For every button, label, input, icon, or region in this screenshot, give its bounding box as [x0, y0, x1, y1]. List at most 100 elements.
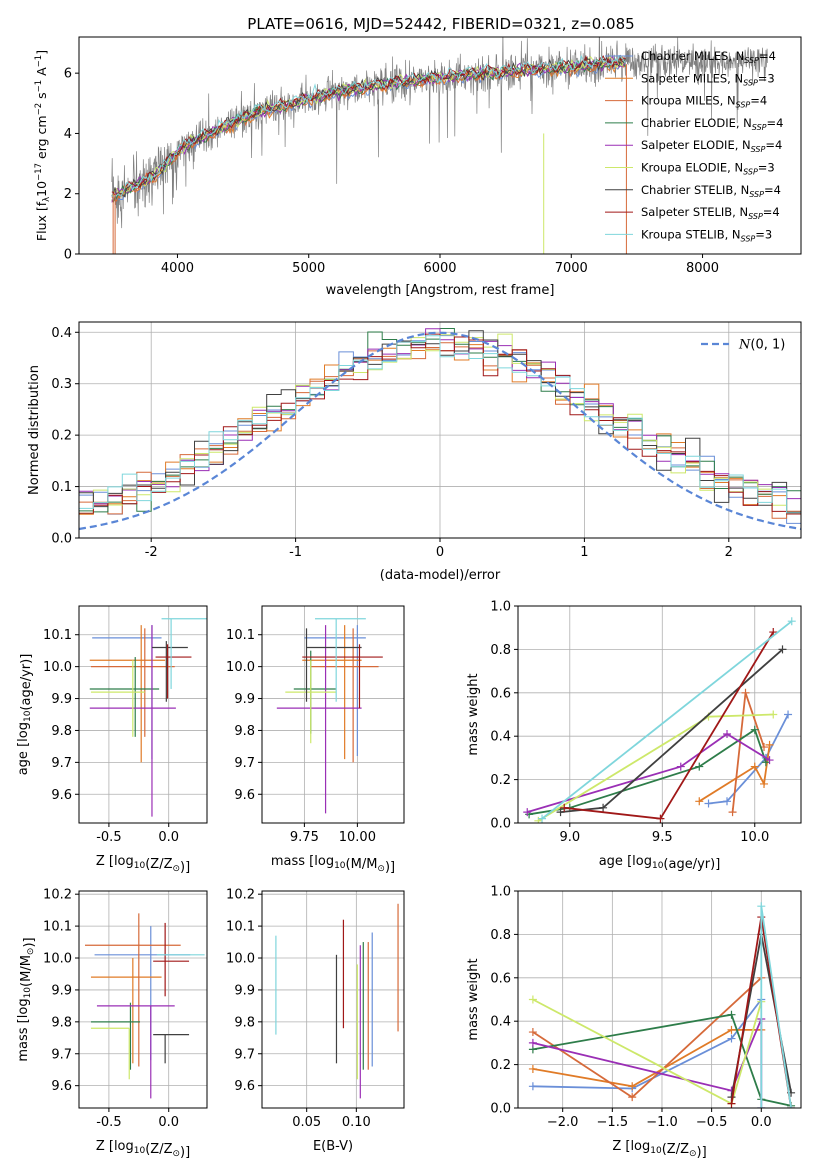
legend-entry: Salpeter ELODIE, NSSP=4: [641, 138, 782, 154]
histogram-step-line: [79, 335, 801, 514]
axes-frame: [78, 605, 208, 824]
label-part: (Z/Z: [145, 1142, 172, 1157]
series-point-marker: [704, 799, 713, 808]
series-point-marker: [727, 1099, 736, 1108]
series-point-marker: [528, 1038, 537, 1047]
x-tick-label: 8000: [686, 261, 719, 276]
x-tick-label: 5000: [292, 261, 325, 276]
legend-sub: SSP: [749, 190, 764, 199]
x-tick-label: 1: [580, 545, 588, 560]
y-tick-label: 9.9: [51, 983, 72, 998]
y-tick-label: 10.0: [43, 660, 72, 675]
y-tick-label: 0.4: [51, 326, 72, 341]
y-tick-label: 0.1: [51, 480, 72, 495]
series-point-marker: [769, 710, 778, 719]
x-axis-label: Z [log10(Z/Z⊙)]: [96, 1139, 190, 1160]
y-tick-label: 10.1: [226, 920, 255, 935]
y-tick-label: 10.1: [226, 628, 255, 643]
label-part: (age/yr)]: [663, 857, 720, 872]
label-sub: 10: [134, 861, 146, 871]
x-axis-label: E(B-V): [313, 1139, 353, 1154]
legend-entry: N(0, 1): [738, 338, 785, 353]
label-part: ⊙: [172, 1149, 180, 1159]
x-axis-label: mass [log10(M/M⊙)]: [271, 854, 395, 875]
legend-entry: Kroupa MILES, NSSP=4: [641, 94, 767, 110]
label-part: age [: [16, 742, 31, 775]
x-tick-label: 10.00: [339, 830, 376, 845]
x-axis-label: (data-model)/error: [380, 568, 501, 583]
y-tick-label: 0.2: [490, 1058, 511, 1073]
legend-tail: =4: [759, 49, 776, 63]
y-tick-label: 9.9: [234, 692, 255, 707]
y-tick-label: 0.0: [490, 817, 511, 832]
series-point-marker: [528, 1028, 537, 1037]
figure-title: PLATE=0616, MJD=52442, FIBERID=0321, z=0…: [247, 15, 634, 33]
axes-frame: [517, 890, 802, 1109]
y-label-part: −1: [34, 80, 44, 93]
y-tick-label: 0.2: [490, 773, 511, 788]
y-tick-label: 9.6: [234, 1079, 255, 1094]
series-point-marker: [727, 1025, 736, 1034]
y-tick-label: 0: [64, 248, 72, 263]
series-point-marker: [778, 645, 787, 654]
series-point-marker: [628, 1093, 637, 1102]
axes-frame: [78, 890, 208, 1109]
legend-tail: =4: [763, 205, 780, 219]
y-tick-label: 0.4: [490, 730, 511, 745]
series-point-marker: [757, 1104, 766, 1108]
y-tick-label: 10.1: [43, 920, 72, 935]
legend-tail: =3: [758, 161, 775, 175]
legend-sub: SSP: [744, 56, 759, 65]
label-part: log: [630, 1139, 650, 1154]
legend-text: Chabrier STELIB, N: [641, 183, 749, 197]
y-tick-label: 1.0: [490, 885, 511, 900]
legend-sub: SSP: [748, 212, 763, 221]
label-part: (age/yr)]: [19, 654, 34, 711]
legend-entry: Salpeter MILES, NSSP=3: [641, 71, 775, 87]
mass-vs-metallicity-axes: -0.5 0.09.69.79.89.910.010.110.2Z [log10(…: [16, 888, 208, 1160]
x-tick-label: 0: [436, 545, 444, 560]
label-sub: 10: [134, 1146, 146, 1156]
y-label-part: s: [34, 92, 49, 103]
series-point-marker: [760, 779, 769, 788]
legend-sub: SSP: [736, 101, 751, 110]
y-label-part: A: [34, 67, 49, 80]
legend-entry: Chabrier ELODIE, NSSP=4: [641, 116, 783, 132]
label-part: log: [114, 854, 134, 869]
y-tick-label: 10.0: [43, 952, 72, 967]
mass-vs-ebv-axes: 0.05 0.10 9.6 9.7 9.8 9.9 10.0 10.1 10.2 E(B-V): [226, 888, 405, 1154]
model-spectrum-line: [111, 59, 626, 202]
plot-area: [79, 328, 801, 531]
series-point-marker: [599, 803, 608, 812]
plot-area: [84, 913, 205, 1099]
series-line: [708, 714, 789, 805]
series-point-marker: [723, 730, 732, 739]
x-tick-label: 4000: [161, 261, 194, 276]
y-tick-label: 4: [64, 127, 72, 142]
legend-sub: SSP: [743, 168, 758, 177]
legend-text: Kroupa MILES, N: [641, 94, 736, 108]
legend-text: Kroupa STELIB, N: [641, 227, 741, 241]
label-part: ⊙: [172, 864, 180, 874]
series-point-marker: [741, 688, 750, 697]
series-point-marker: [560, 803, 569, 812]
x-axis-label: wavelength [Angstrom, rest frame]: [326, 283, 555, 298]
legend-text: Chabrier MILES, N: [641, 49, 744, 63]
spectrum-axes: 4000 5000 6000 7000 8000 0 2 4 6 Chabrier MILES, …: [34, 36, 802, 298]
y-tick-label: 0.0: [490, 1102, 511, 1117]
label-part: (Z/Z: [662, 1142, 689, 1157]
y-tick-label: 6: [64, 67, 72, 82]
legend-entry: Chabrier MILES, NSSP=4: [641, 49, 776, 65]
legend-sub: SSP: [741, 234, 756, 243]
series-line: [760, 906, 792, 1108]
legend-sub: SSP: [751, 145, 766, 154]
label-part: )]: [22, 937, 37, 947]
legend-tail: =4: [765, 138, 782, 152]
plot-area: [275, 903, 399, 1099]
series-point-marker: [695, 762, 704, 771]
x-tick-label: 7000: [555, 261, 588, 276]
series-point-marker: [727, 1010, 736, 1019]
x-tick-label: 0.0: [751, 1115, 772, 1130]
axes-frame: [261, 890, 405, 1109]
legend-sub: SSP: [752, 123, 767, 132]
